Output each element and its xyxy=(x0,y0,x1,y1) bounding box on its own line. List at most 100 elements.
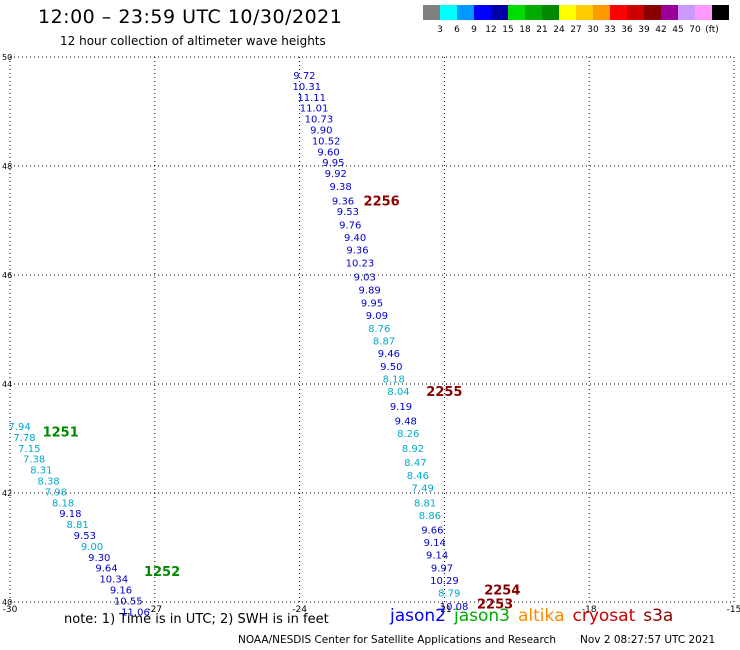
swh-value-label: 9.46 xyxy=(378,349,400,360)
color-scale-label: 36 xyxy=(621,25,633,35)
swh-value-label: 8.79 xyxy=(438,589,460,600)
swh-value-label: 9.66 xyxy=(421,526,443,537)
generated-timestamp: Nov 2 08:27:57 UTC 2021 xyxy=(580,634,716,646)
swh-value-label: 9.09 xyxy=(366,311,388,322)
swh-value-label: 9.40 xyxy=(344,233,366,244)
color-scale-label: 9 xyxy=(471,25,477,35)
color-swatch xyxy=(610,5,627,20)
legend-item-cryosat: cryosat xyxy=(572,606,636,626)
legend-item-altika: altika xyxy=(518,606,565,626)
swh-value-label: 11.01 xyxy=(300,104,329,115)
x-tick-label: -18 xyxy=(582,605,597,615)
swh-value-label: 9.60 xyxy=(317,147,339,158)
swh-value-label: 7.15 xyxy=(18,444,40,455)
x-tick-label: -27 xyxy=(147,605,162,615)
swh-value-label: 9.64 xyxy=(95,564,117,575)
swh-value-label: 10.31 xyxy=(293,82,322,93)
color-scale-bar: 3 6 9 12 15 18 21 24 27 30 33 36 39 42 45 70 (ft) xyxy=(423,5,729,35)
x-tick-label: -21 xyxy=(437,605,452,615)
swh-value-label: 9.18 xyxy=(59,509,81,520)
color-swatch xyxy=(423,5,440,20)
color-swatch xyxy=(661,5,678,20)
swh-value-label: 9.89 xyxy=(358,286,380,297)
color-swatch xyxy=(644,5,661,20)
time-label: 2255 xyxy=(426,385,462,400)
plot-area: -30 -27 -24 -21 -18 -154042444648509.7210.311… xyxy=(2,53,740,618)
swh-value-label: 8.87 xyxy=(373,336,395,347)
color-scale-label: 27 xyxy=(570,25,581,35)
swh-value-label: 9.38 xyxy=(329,182,351,193)
color-swatch xyxy=(593,5,610,20)
color-scale-label: 70 xyxy=(689,25,701,35)
x-tick-label: -30 xyxy=(3,605,18,615)
swh-value-label: 10.55 xyxy=(114,596,143,607)
swh-value-label: 9.03 xyxy=(354,273,376,284)
footnote: note: 1) Time is in UTC; 2) SWH is in fe… xyxy=(64,612,329,627)
color-scale-label: 24 xyxy=(553,25,565,35)
swh-value-label: 9.30 xyxy=(88,553,110,564)
swh-value-label: 9.95 xyxy=(322,158,344,169)
color-scale-label: 15 xyxy=(502,25,513,35)
color-scale-label: 6 xyxy=(454,25,460,35)
color-swatch xyxy=(559,5,576,20)
color-scale-label: 30 xyxy=(587,25,599,35)
swh-value-label: 8.81 xyxy=(66,520,88,531)
swh-value-label: 7.94 xyxy=(9,422,31,433)
color-scale-label: 18 xyxy=(519,25,531,35)
swh-value-label: 8.26 xyxy=(397,429,419,440)
swh-value-label: 8.18 xyxy=(52,498,74,509)
y-tick-label: 44 xyxy=(2,380,12,389)
legend-item-s3a: s3a xyxy=(643,606,674,626)
color-swatch xyxy=(678,5,695,20)
swh-value-label: 9.19 xyxy=(390,402,412,413)
satellite-legend: jason2 jason3 altika cryosat s3a xyxy=(390,606,681,626)
color-swatch xyxy=(440,5,457,20)
color-swatch xyxy=(457,5,474,20)
swh-value-label: 7.38 xyxy=(23,455,45,466)
swh-value-label: 9.95 xyxy=(361,298,383,309)
time-label: 2254 xyxy=(484,583,520,598)
swh-value-label: 9.92 xyxy=(325,169,347,180)
swh-value-label: 9.53 xyxy=(74,531,96,542)
color-scale-label: 33 xyxy=(604,25,615,35)
color-swatch xyxy=(576,5,593,20)
swh-value-label: 8.47 xyxy=(404,458,426,469)
swh-value-label: 9.72 xyxy=(293,71,315,82)
color-scale-label: 45 xyxy=(672,25,683,35)
color-scale-label: 3 xyxy=(437,25,443,35)
swh-value-label: 9.48 xyxy=(395,417,417,428)
color-swatch xyxy=(627,5,644,20)
swh-value-label: 10.23 xyxy=(346,258,375,269)
color-swatch xyxy=(712,5,729,20)
swh-value-label: 9.36 xyxy=(332,196,354,207)
color-scale-label: 42 xyxy=(655,25,666,35)
swh-value-label: 7.78 xyxy=(13,433,35,444)
legend-item-jason3: jason3 xyxy=(454,606,510,626)
swh-value-label: 9.36 xyxy=(346,245,368,256)
color-swatch xyxy=(508,5,525,20)
x-tick-label: -24 xyxy=(292,605,307,615)
chart-title: 12:00 – 23:59 UTC 10/30/2021 xyxy=(38,6,343,28)
swh-value-label: 8.81 xyxy=(414,498,436,509)
swh-value-label: 9.97 xyxy=(431,564,453,575)
time-label: 2256 xyxy=(364,194,400,209)
swh-value-label: 8.92 xyxy=(402,444,424,455)
legend-item-jason2: jason2 xyxy=(390,606,446,626)
time-label: 1252 xyxy=(144,565,180,580)
swh-value-label: 8.38 xyxy=(37,476,59,487)
swh-value-label: 10.29 xyxy=(430,576,459,587)
swh-value-label: 8.04 xyxy=(387,387,409,398)
swh-value-label: 10.34 xyxy=(99,575,128,586)
color-scale-label: (ft) xyxy=(705,25,719,35)
color-scale-label: 12 xyxy=(485,25,496,35)
swh-value-label: 9.14 xyxy=(424,538,446,549)
swh-value-label: 10.73 xyxy=(305,115,334,126)
time-label: 1251 xyxy=(43,425,79,440)
y-tick-label: 50 xyxy=(2,53,12,62)
color-swatch xyxy=(695,5,712,20)
swh-value-label: 9.16 xyxy=(110,585,132,596)
swh-value-label: 9.14 xyxy=(426,551,448,562)
swh-value-label: 9.76 xyxy=(339,220,361,231)
swh-value-label: 8.18 xyxy=(383,375,405,386)
swh-value-label: 7.49 xyxy=(412,484,434,495)
